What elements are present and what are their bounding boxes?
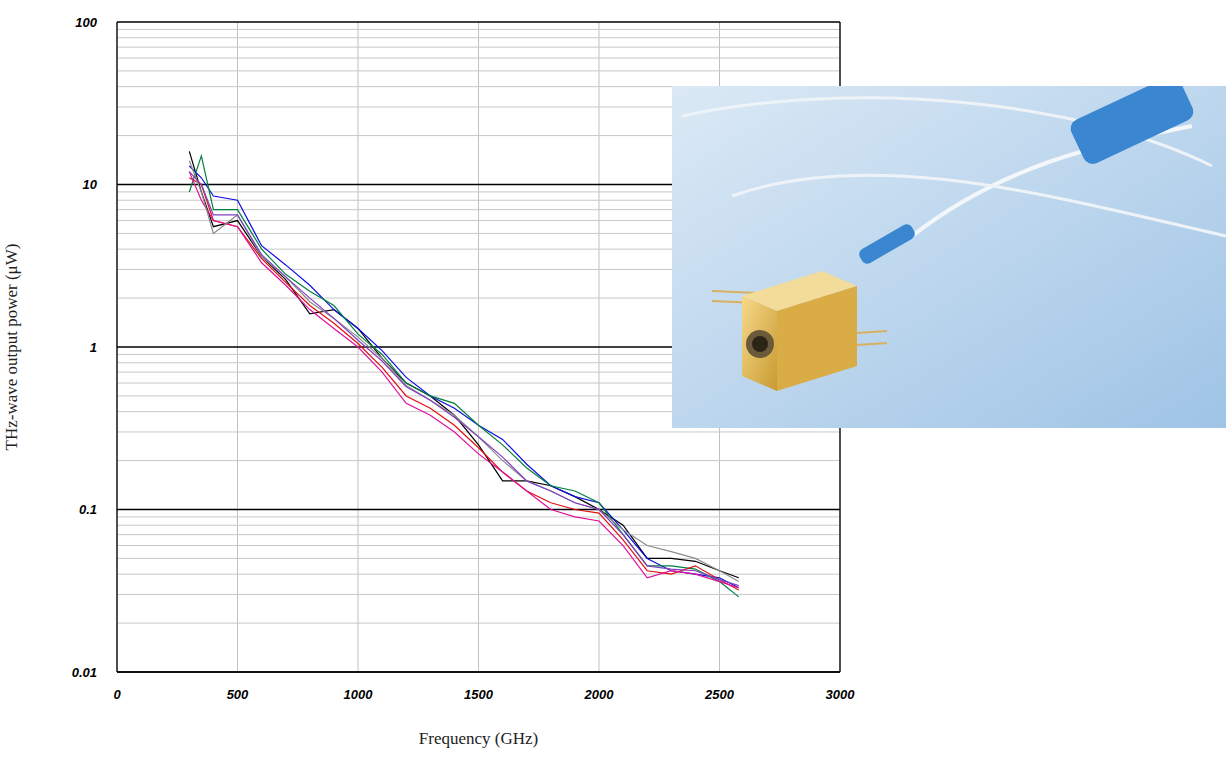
svg-text:100: 100 — [75, 15, 97, 30]
svg-text:1: 1 — [90, 340, 97, 355]
svg-text:1500: 1500 — [464, 687, 494, 702]
svg-text:0: 0 — [113, 687, 121, 702]
svg-text:Frequency (GHz): Frequency (GHz) — [419, 729, 538, 748]
svg-text:2000: 2000 — [584, 687, 615, 702]
svg-text:1000: 1000 — [344, 687, 374, 702]
svg-text:500: 500 — [227, 687, 249, 702]
svg-text:2500: 2500 — [704, 687, 735, 702]
svg-text:10: 10 — [83, 177, 98, 192]
svg-text:0.1: 0.1 — [79, 502, 97, 517]
svg-text:0.01: 0.01 — [72, 665, 97, 680]
svg-text:3000: 3000 — [826, 687, 856, 702]
svg-text:THz-wave output power (μW): THz-wave output power (μW) — [2, 244, 21, 451]
